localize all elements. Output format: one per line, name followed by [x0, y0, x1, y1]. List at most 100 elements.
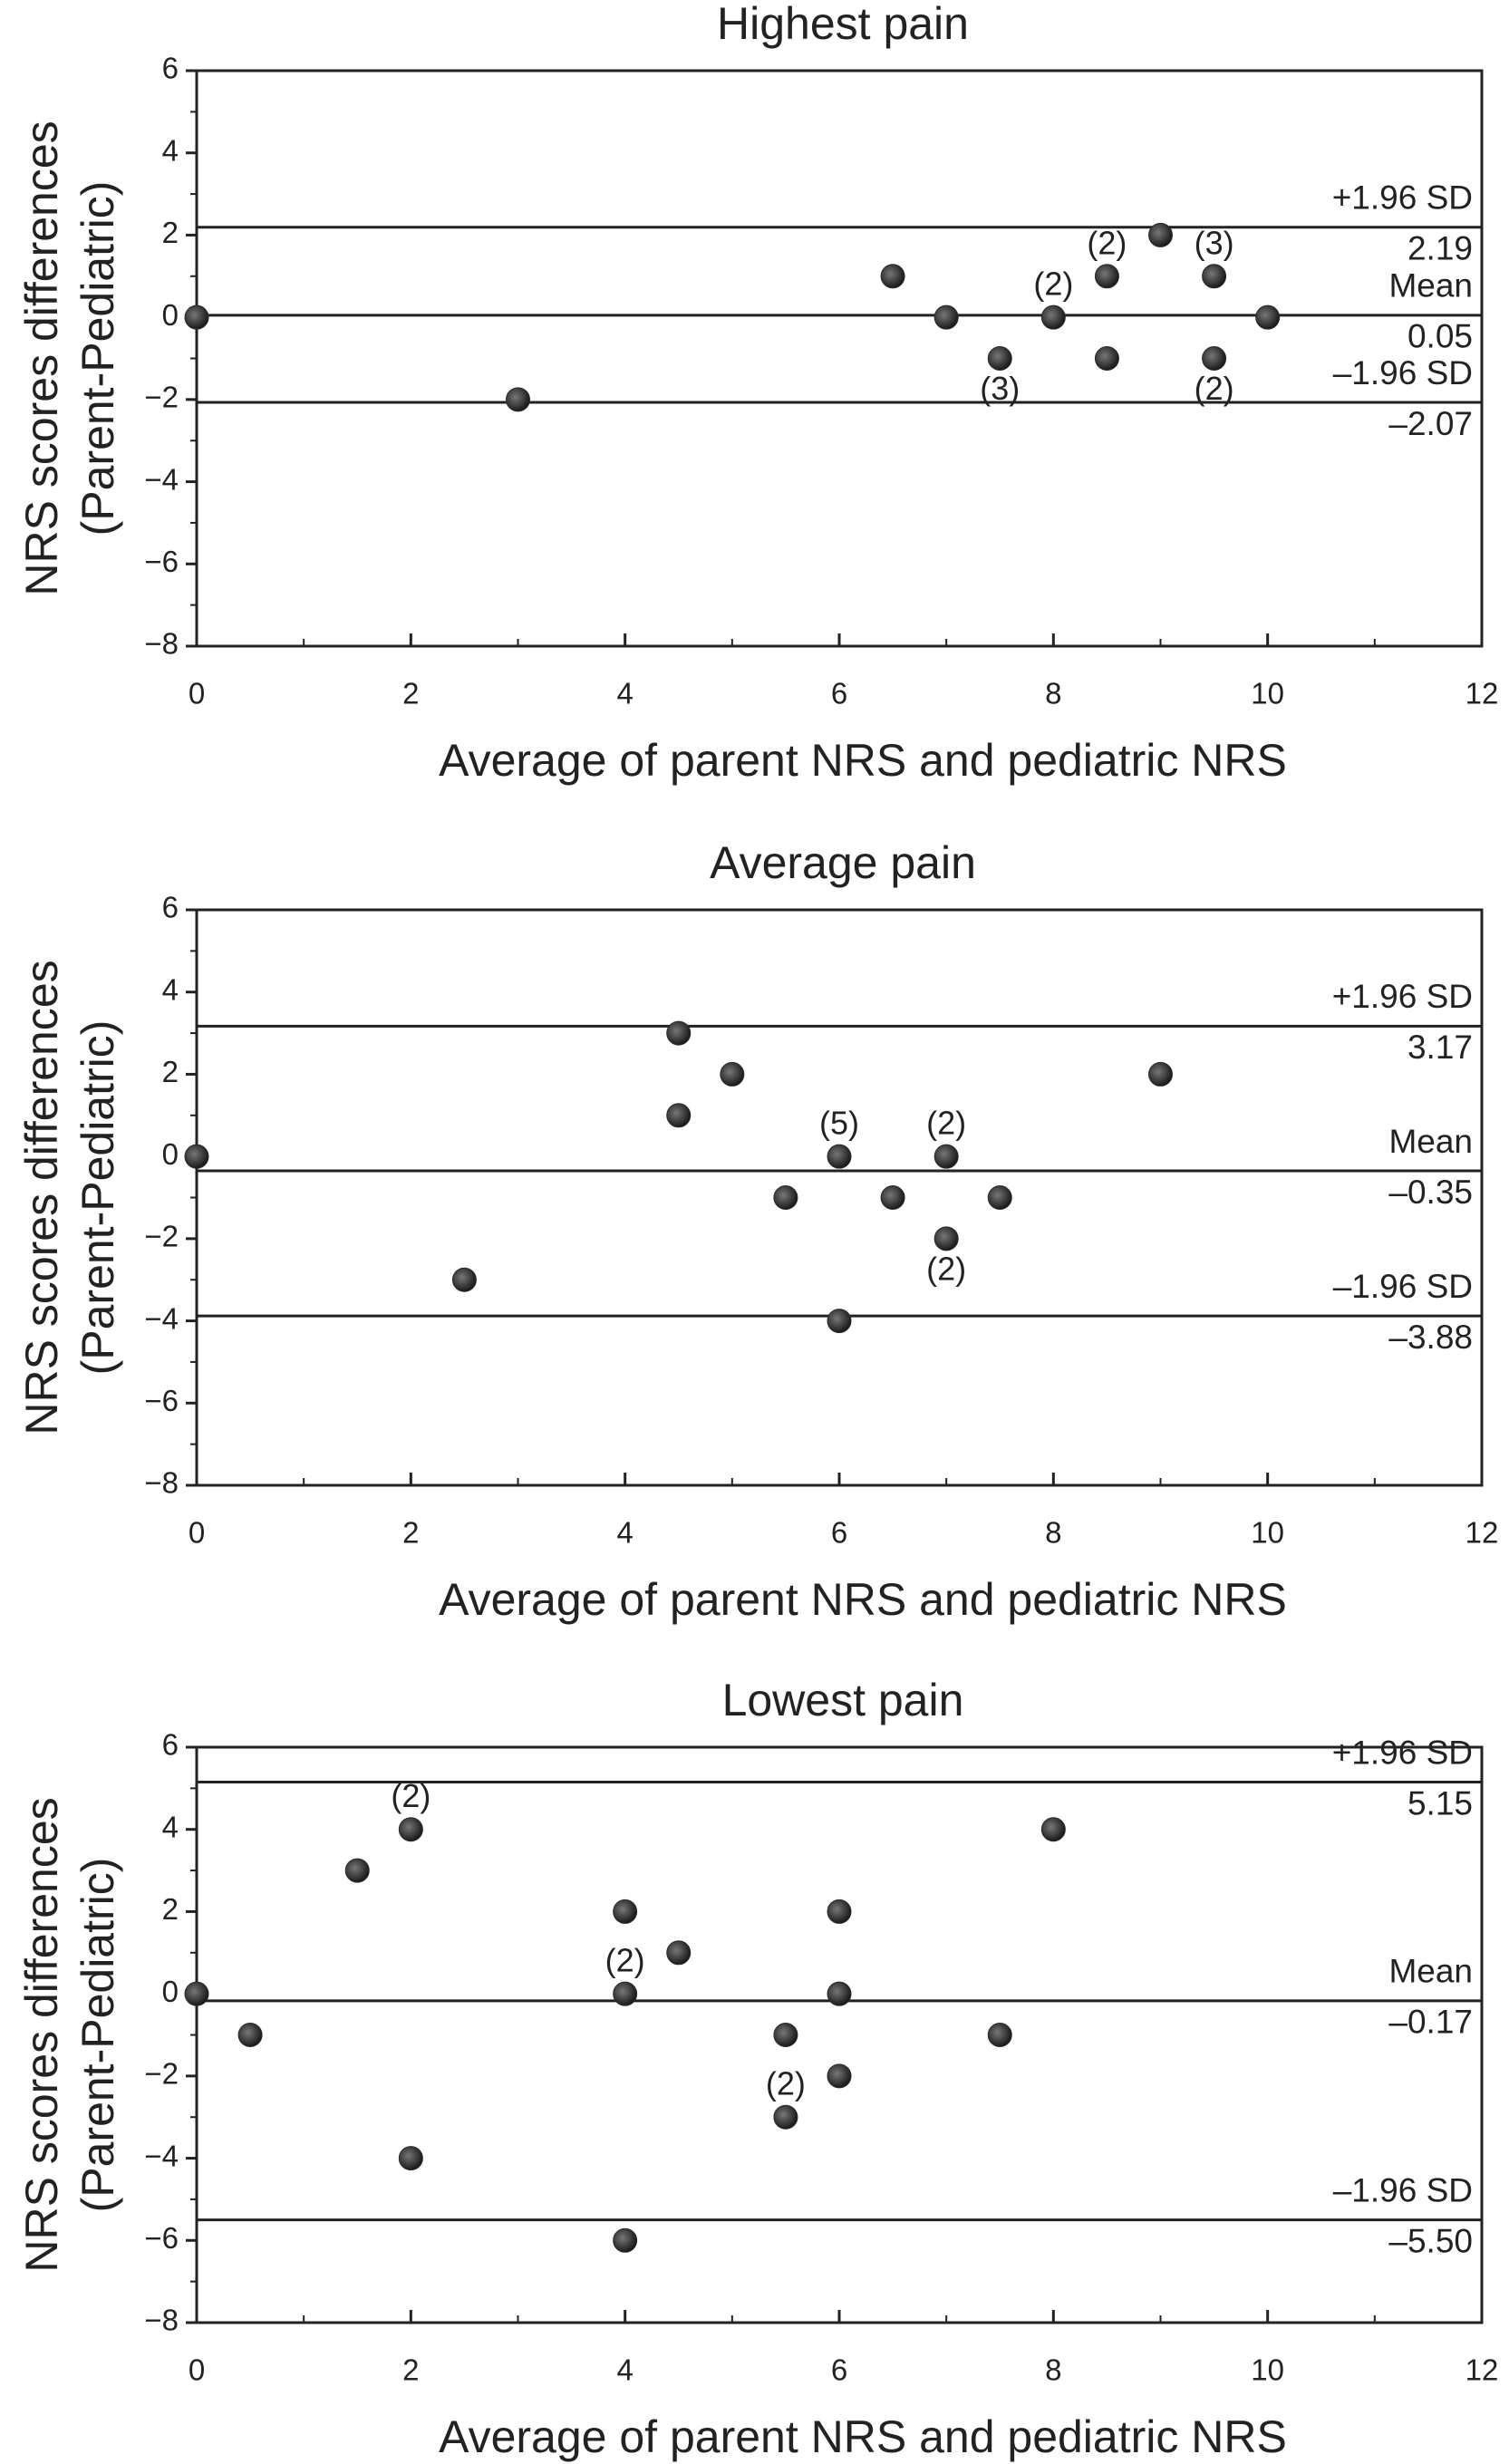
y-tick-label: −2 [144, 2057, 179, 2091]
chart-panel: Lowest pain Average of parent NRS and ped… [16, 1675, 1498, 2462]
x-tick-label: 12 [1465, 677, 1499, 710]
data-point [1040, 1817, 1066, 1842]
x-tick-label: 4 [616, 2353, 633, 2387]
y-tick-label: 4 [162, 133, 179, 167]
y-axis-label: (Parent-Pediatric) [73, 1020, 123, 1376]
point-count-label: (3) [980, 370, 1020, 407]
data-point [827, 1144, 852, 1169]
y-tick-label: 6 [162, 52, 179, 85]
data-point [880, 1185, 905, 1210]
y-tick-label: 0 [162, 298, 179, 332]
reference-line-value: 2.19 [1407, 230, 1473, 267]
chart-panel: Average pain Average of parent NRS and pe… [16, 837, 1498, 1625]
data-point [506, 387, 530, 412]
reference-line-name: +1.96 SD [1332, 1734, 1473, 1771]
y-tick-label: −2 [144, 1220, 179, 1253]
data-point [398, 2146, 423, 2171]
y-tick-label: 6 [162, 891, 179, 924]
data-point [1255, 304, 1281, 330]
reference-line-value: –3.88 [1388, 1319, 1473, 1356]
x-tick-label: 8 [1045, 2353, 1061, 2387]
reference-line-value: 3.17 [1407, 1029, 1473, 1066]
point-count-label: (2) [1195, 370, 1234, 407]
y-tick-label: −4 [144, 2139, 179, 2172]
y-tick-label: 4 [162, 1810, 179, 1843]
y-tick-label: −8 [144, 2304, 179, 2337]
y-tick-label: −4 [144, 1301, 179, 1335]
reference-line-name: –1.96 SD [1333, 354, 1473, 391]
x-tick-label: 10 [1251, 677, 1284, 710]
x-tick-label: 2 [402, 1516, 419, 1550]
x-tick-label: 10 [1251, 2353, 1284, 2387]
data-point [1202, 264, 1227, 289]
data-point [666, 1020, 692, 1046]
x-axis-label: Average of parent NRS and pediatric NRS [439, 2411, 1287, 2462]
data-point [987, 1185, 1012, 1210]
x-tick-label: 6 [831, 2353, 847, 2387]
data-point [613, 2227, 638, 2253]
data-point [880, 264, 905, 289]
reference-line-name: +1.96 SD [1332, 179, 1473, 217]
data-point [184, 1981, 209, 2006]
y-tick-label: 4 [162, 972, 179, 1006]
data-point [666, 1940, 692, 1966]
data-point [933, 304, 959, 330]
data-point [827, 1309, 852, 1334]
x-tick-label: 4 [616, 677, 633, 710]
y-tick-label: 2 [162, 216, 179, 249]
reference-line-value: 0.05 [1407, 318, 1473, 355]
reference-line-value: –2.07 [1388, 405, 1473, 442]
y-tick-label: −2 [144, 381, 179, 414]
y-tick-label: 6 [162, 1728, 179, 1762]
y-tick-label: −8 [144, 1466, 179, 1500]
y-tick-label: 0 [162, 1137, 179, 1171]
data-point [184, 304, 209, 330]
data-point [773, 2023, 798, 2047]
reference-line-name: Mean [1388, 267, 1473, 304]
data-point [1202, 346, 1227, 371]
point-count-label: (3) [1195, 224, 1234, 261]
y-axis-label: NRS scores differences [16, 121, 67, 595]
data-point [184, 1144, 209, 1169]
x-tick-label: 2 [402, 2353, 419, 2387]
data-point [773, 2104, 798, 2130]
y-axis-label: NRS scores differences [16, 960, 67, 1435]
point-count-label: (2) [391, 1777, 430, 1814]
data-point [1040, 304, 1066, 330]
point-count-label: (2) [926, 1250, 966, 1287]
point-count-label: (2) [766, 2065, 806, 2102]
point-count-label: (2) [605, 1942, 645, 1979]
x-tick-label: 6 [831, 1516, 847, 1550]
data-point [933, 1144, 959, 1169]
data-point [451, 1267, 477, 1292]
point-count-label: (5) [819, 1105, 859, 1142]
y-axis-label: (Parent-Pediatric) [73, 1858, 123, 2213]
y-tick-label: −4 [144, 462, 179, 496]
reference-line-name: Mean [1388, 1953, 1473, 1990]
data-point [827, 1899, 852, 1924]
data-point [613, 1899, 638, 1924]
x-tick-label: 8 [1045, 677, 1061, 710]
data-point [1148, 222, 1173, 247]
data-point [987, 2023, 1012, 2047]
point-count-label: (2) [1033, 266, 1073, 303]
x-tick-label: 10 [1251, 1516, 1284, 1550]
y-tick-label: 2 [162, 1055, 179, 1088]
x-tick-label: 6 [831, 677, 847, 710]
x-tick-label: 8 [1045, 1516, 1061, 1550]
point-count-label: (2) [926, 1105, 966, 1142]
y-tick-label: −6 [144, 2221, 179, 2255]
reference-line-name: –1.96 SD [1333, 1268, 1473, 1305]
data-point [720, 1061, 745, 1087]
data-point [933, 1226, 959, 1251]
data-point [827, 1981, 852, 2006]
data-point [1094, 264, 1119, 289]
data-point [666, 1103, 692, 1128]
data-point [827, 2063, 852, 2089]
y-tick-label: −6 [144, 545, 179, 578]
x-axis-label: Average of parent NRS and pediatric NRS [439, 735, 1287, 786]
x-tick-label: 2 [402, 677, 419, 710]
reference-line-name: –1.96 SD [1333, 2171, 1473, 2208]
data-point [344, 1858, 370, 1883]
